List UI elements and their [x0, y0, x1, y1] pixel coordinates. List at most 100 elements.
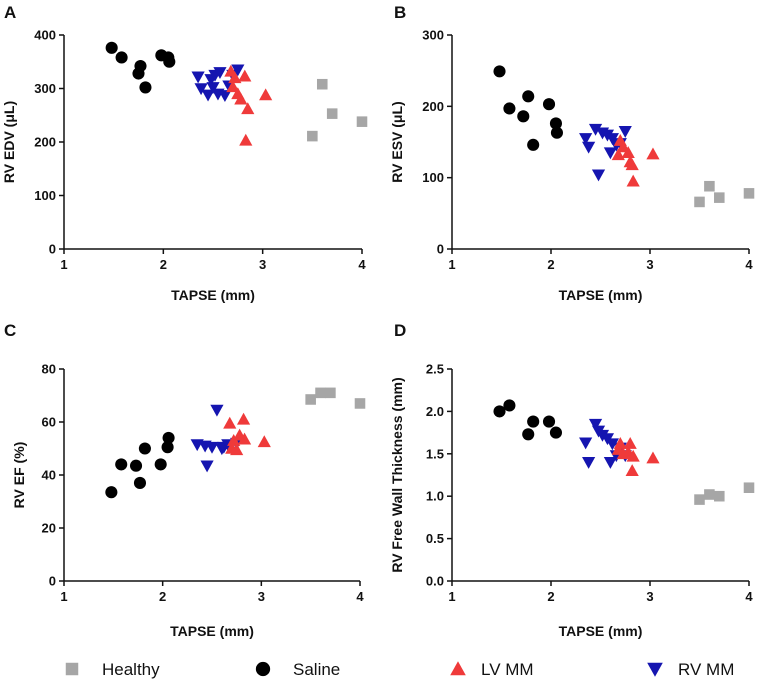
- data-point: [646, 147, 660, 160]
- data-point: [238, 69, 252, 82]
- series-healthy: [307, 78, 368, 142]
- y-tick-label: 2.5: [426, 362, 444, 377]
- legend-item-healthy: Healthy: [65, 660, 160, 679]
- panel-d: D 0.0 0.5 1.0 1.5 2.0 2.5 1 2 3 4 TAPSE (mm) RV Free…: [389, 321, 755, 639]
- data-point: [503, 102, 516, 115]
- data-point: [218, 90, 232, 103]
- x-tick-label: 2: [160, 257, 167, 272]
- legend: Healthy Saline LV MM RV MM: [65, 660, 734, 679]
- series-saline: [493, 65, 563, 151]
- x-tick-label: 4: [356, 589, 364, 604]
- x-tick-label: 3: [258, 589, 265, 604]
- data-point: [605, 133, 619, 146]
- y-tick-label: 100: [422, 170, 444, 185]
- data-point: [517, 110, 530, 123]
- data-point: [315, 387, 326, 399]
- x-tick-label: 1: [60, 589, 67, 604]
- y-tick-label: 200: [422, 99, 444, 114]
- x-axis-title: TAPSE (mm): [171, 287, 255, 303]
- series-lv-mm: [611, 133, 660, 187]
- data-point: [134, 59, 147, 73]
- legend-label: LV MM: [481, 660, 534, 679]
- y-tick-label: 300: [34, 81, 56, 96]
- data-point: [139, 81, 152, 94]
- legend-marker: [65, 662, 79, 676]
- data-point: [579, 133, 593, 146]
- data-point: [603, 457, 617, 469]
- data-point: [694, 494, 705, 505]
- legend-label: RV MM: [678, 660, 734, 679]
- data-point: [228, 71, 242, 84]
- data-point: [356, 116, 368, 127]
- y-axis-title: RV EDV (μL): [1, 101, 17, 183]
- data-point: [626, 174, 640, 187]
- data-point: [623, 437, 637, 449]
- data-point: [163, 55, 176, 68]
- y-tick-label: 0: [49, 574, 56, 589]
- data-point: [493, 405, 506, 418]
- series-saline: [493, 399, 562, 441]
- x-tick-label: 3: [646, 589, 653, 604]
- y-tick-label: 200: [34, 135, 56, 150]
- data-point: [129, 459, 143, 472]
- data-point: [200, 460, 214, 473]
- panel-letter: B: [394, 3, 406, 22]
- data-point: [234, 92, 248, 105]
- data-point: [542, 415, 556, 428]
- series-lv-mm: [611, 437, 660, 477]
- x-tick-label: 2: [547, 589, 554, 604]
- data-point: [316, 78, 328, 90]
- y-tick-label: 300: [422, 28, 444, 43]
- panel-a: A 0 100 200 300 400 1 2 3 4 TAPSE (mm) RV EDV (μL): [1, 3, 368, 303]
- x-tick-label: 4: [745, 257, 753, 272]
- data-point: [621, 146, 635, 158]
- data-point: [161, 441, 174, 454]
- y-tick-label: 0: [49, 242, 56, 257]
- x-axis-title: TAPSE (mm): [559, 287, 643, 303]
- data-point: [154, 458, 167, 471]
- series-saline: [105, 41, 176, 94]
- data-point: [549, 426, 562, 439]
- panel-b: B 0 100 200 300 1 2 3 4 TAPSE (mm) RV ESV (μL): [389, 3, 755, 303]
- panel-letter: A: [4, 3, 16, 22]
- data-point: [704, 489, 715, 500]
- x-tick-label: 1: [448, 257, 455, 272]
- x-axis-title: TAPSE (mm): [559, 623, 643, 639]
- data-point: [603, 147, 617, 160]
- y-tick-label: 20: [42, 521, 56, 536]
- data-point: [527, 138, 540, 151]
- x-axis-title: TAPSE (mm): [170, 623, 254, 639]
- y-tick-label: 400: [34, 28, 56, 43]
- x-tick-label: 4: [745, 589, 753, 604]
- data-point: [307, 130, 318, 142]
- legend-marker: [450, 661, 466, 676]
- data-point: [743, 188, 755, 199]
- x-tick-label: 2: [159, 589, 166, 604]
- y-tick-label: 40: [42, 468, 56, 483]
- data-point: [201, 89, 215, 102]
- data-point: [354, 398, 366, 409]
- y-tick-label: 0: [437, 242, 444, 257]
- data-point: [550, 126, 563, 139]
- data-point: [618, 126, 632, 138]
- data-point: [694, 196, 705, 208]
- data-point: [231, 64, 245, 77]
- data-point: [493, 65, 506, 78]
- series-lv-mm: [223, 412, 271, 456]
- data-point: [549, 117, 562, 130]
- series-lv-mm: [224, 64, 273, 146]
- series-saline: [105, 431, 175, 499]
- panel-letter: C: [4, 321, 16, 340]
- y-tick-label: 100: [34, 188, 56, 203]
- y-tick-label: 80: [42, 362, 56, 377]
- panel-c: C 0 20 40 60 80 1 2 3 4 TAPSE (mm) RV EF (%): [4, 321, 366, 639]
- series-healthy: [694, 482, 755, 505]
- x-tick-label: 3: [259, 257, 266, 272]
- y-tick-label: 0.0: [426, 574, 444, 589]
- legend-label: Saline: [293, 660, 340, 679]
- data-point: [210, 404, 224, 417]
- y-tick-label: 2.0: [426, 404, 444, 419]
- data-point: [115, 458, 128, 471]
- data-point: [582, 141, 596, 154]
